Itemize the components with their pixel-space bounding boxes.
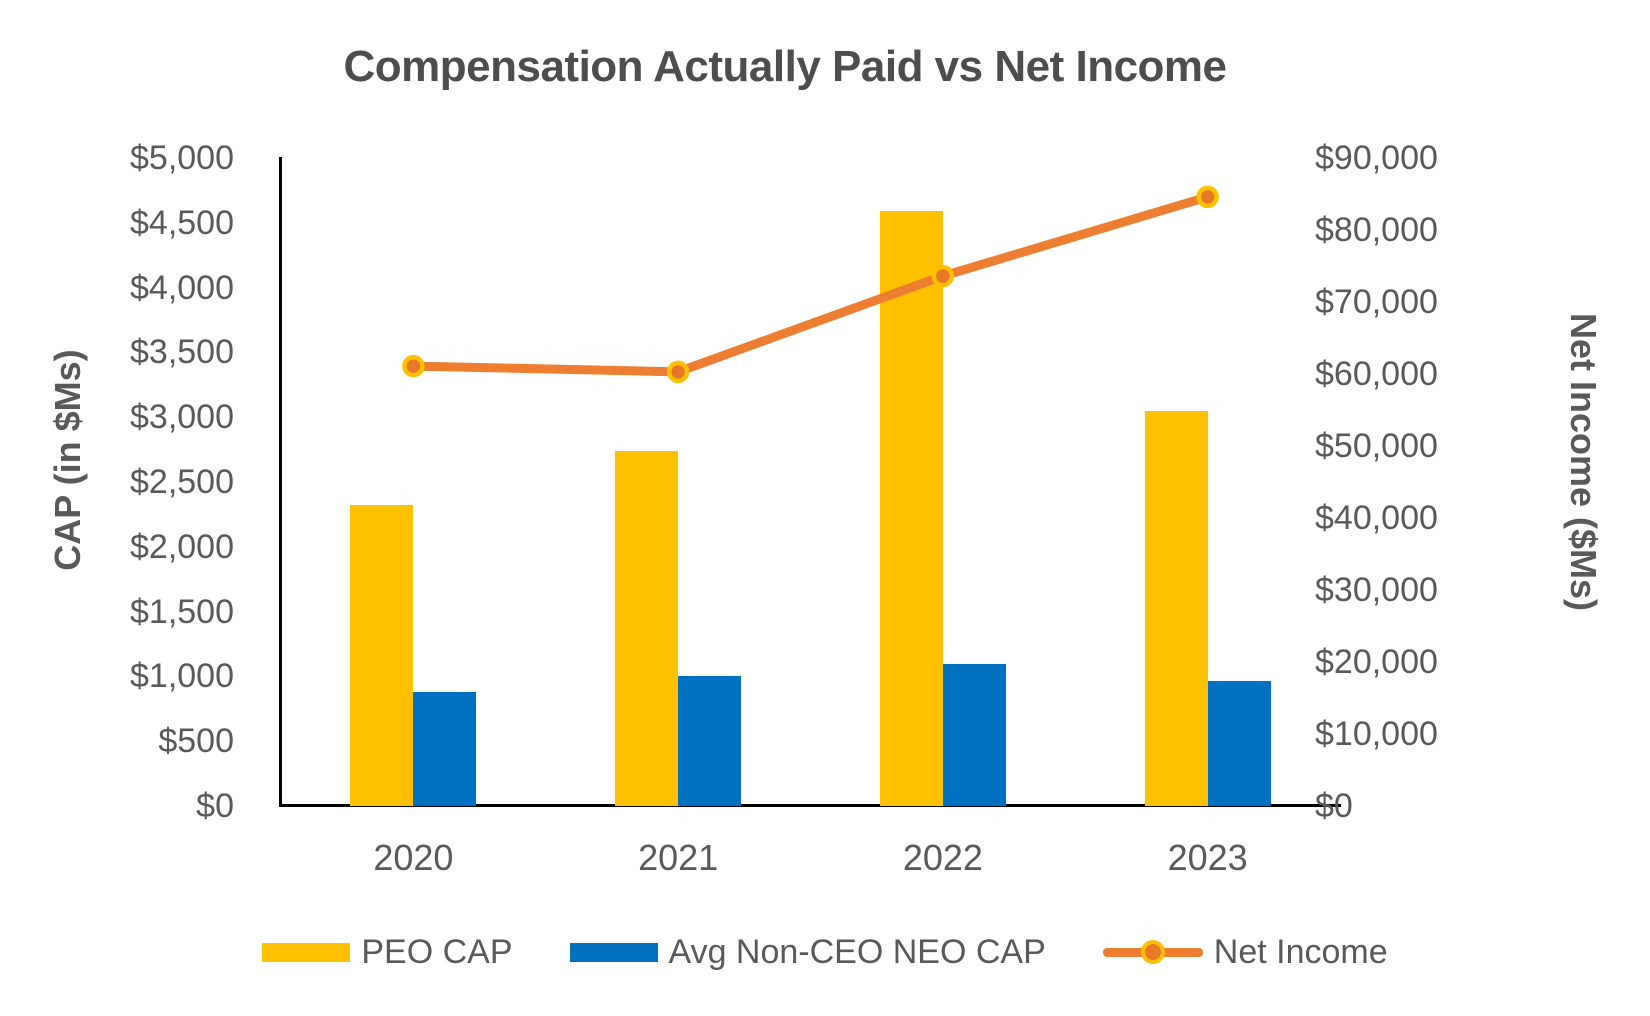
legend-swatch-peo-cap [262,942,351,962]
net-income-line [408,192,1213,377]
left-axis-tick-label: $1,000 [130,657,234,696]
bar-peo-cap-2023 [1144,410,1208,806]
legend-label: Avg Non-CEO NEO CAP [668,932,1046,971]
right-axis-tick-label: $50,000 [1315,427,1438,465]
right-axis-tick-label: $20,000 [1315,643,1438,681]
x-axis-label-2023: 2023 [1167,837,1248,878]
bar-peo-cap-2022 [879,211,943,806]
right-axis-tick-label: $0 [1315,787,1353,825]
left-axis-tick-label: $5,000 [130,139,234,177]
x-axis-label-2020: 2020 [373,837,454,878]
legend-item-peo-cap: PEO CAP [262,932,513,972]
right-axis-title: Net Income ($Ms) [1563,312,1604,612]
left-axis-tick-label: $4,000 [130,268,234,307]
x-axis-label-2021: 2021 [638,837,719,878]
left-axis-title: CAP (in $Ms) [47,349,88,571]
legend-swatch-neo-cap [569,942,658,962]
left-axis-tick-label: $4,500 [130,203,234,242]
bar-avg-non-ceo-neo-cap-2020 [413,691,477,806]
legend-item-net-income: Net Income [1102,932,1388,972]
x-axis-label-2022: 2022 [902,837,983,878]
right-axis-tick-label: $80,000 [1315,211,1438,249]
right-axis-tick-label: $30,000 [1315,571,1438,609]
left-axis-tick-label: $2,500 [130,463,234,501]
right-axis-tick-label: $40,000 [1315,499,1438,537]
legend-item-avg-non-ceo-neo-cap: Avg Non-CEO NEO CAP [569,932,1046,972]
bottom-axis-line [279,804,1341,807]
left-axis-tick-label: $3,500 [130,333,234,372]
bar-avg-non-ceo-neo-cap-2021 [678,676,742,806]
legend-label: PEO CAP [361,932,513,971]
legend-label: Net Income [1213,932,1388,971]
net-income-marker-2023 [1196,185,1219,209]
net-income-marker-2021 [666,360,690,384]
right-axis-tick-label: $90,000 [1315,139,1438,177]
chart-legend: PEO CAP Avg Non-CEO NEO CAP Net Income [0,928,1650,976]
legend-swatch-net-income [1102,940,1203,964]
net-income-marker-2020 [402,354,425,378]
right-axis-tick-label: $70,000 [1315,283,1438,321]
left-axis-line [279,157,282,807]
legend-line-marker-icon [1140,940,1165,964]
bar-avg-non-ceo-neo-cap-2022 [942,664,1006,806]
bar-peo-cap-2021 [615,450,679,806]
right-axis-tick-label: $60,000 [1315,355,1438,393]
chart-title: Compensation Actually Paid vs Net Income [343,42,1227,91]
right-axis-tick-label: $10,000 [1315,715,1438,753]
left-axis-tick-label: $500 [158,722,234,761]
bar-avg-non-ceo-neo-cap-2023 [1207,680,1271,806]
left-axis-tick-label: $0 [196,787,234,825]
bar-peo-cap-2020 [350,505,414,806]
left-axis-tick-label: $1,500 [130,592,234,631]
left-axis-tick-label: $2,000 [130,527,234,566]
left-axis-tick-label: $3,000 [130,398,234,437]
